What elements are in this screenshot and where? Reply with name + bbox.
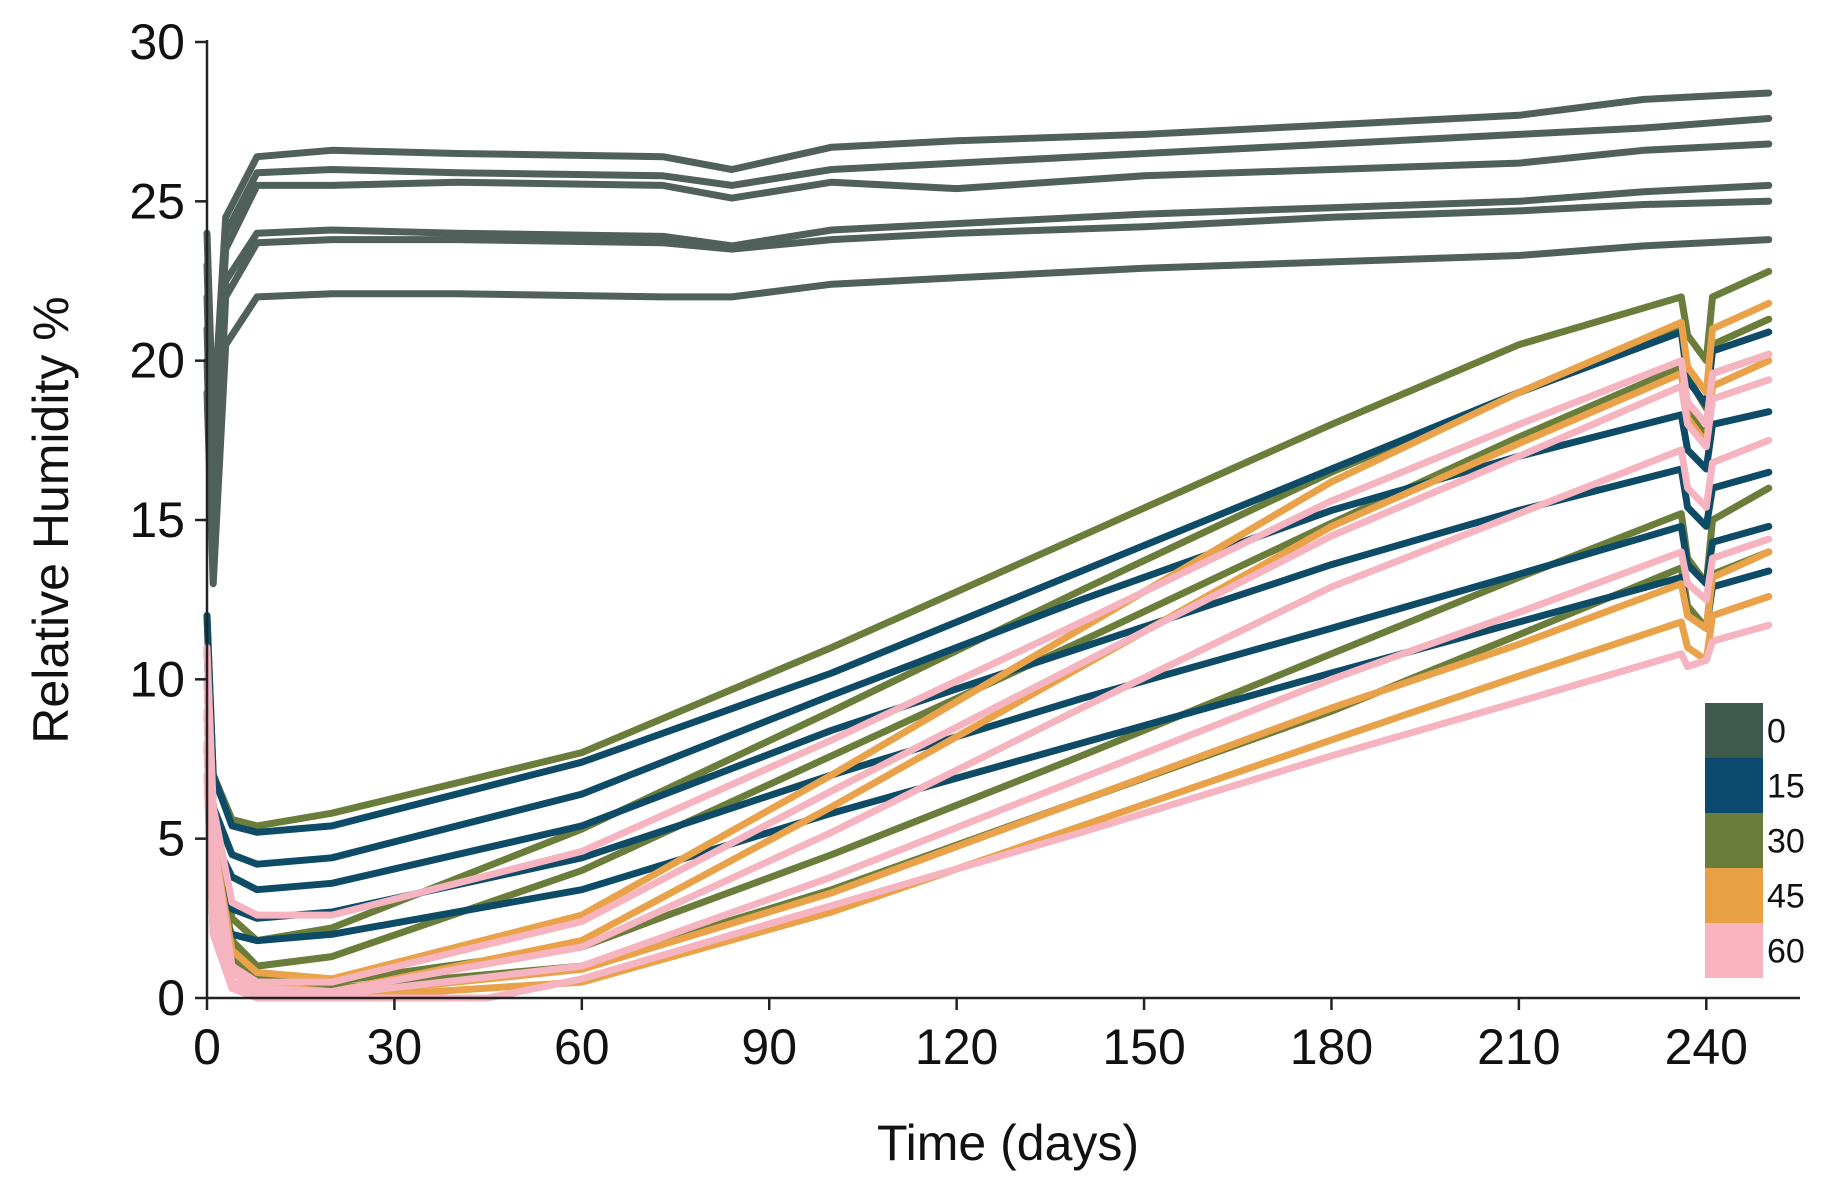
series-line-30-6 [203, 267, 1773, 830]
series-line-0-0 [203, 89, 1773, 428]
legend-label-45: 45 [1767, 878, 1805, 916]
x-tick-label-0: 0 [193, 1019, 221, 1075]
series-line-0-1 [203, 115, 1773, 460]
y-tick-label-10: 10 [129, 651, 185, 707]
series-line-0-2 [203, 140, 1773, 492]
x-tick-label-120: 120 [915, 1019, 998, 1075]
x-tick-label-150: 150 [1102, 1019, 1185, 1075]
x-tick-label-210: 210 [1477, 1019, 1560, 1075]
series-line-45-16 [203, 299, 1773, 983]
series-line-30-8 [203, 350, 1773, 970]
y-tick-label-30: 30 [129, 14, 185, 70]
legend-swatch-45 [1705, 868, 1763, 923]
y-tick-label-0: 0 [157, 970, 185, 1026]
x-tick-label-90: 90 [741, 1019, 797, 1075]
legend-swatch-15 [1705, 758, 1763, 813]
y-tick-label-5: 5 [157, 811, 185, 867]
x-axis-title: Time (days) [877, 1115, 1139, 1171]
series-line-15-14 [203, 522, 1773, 922]
series-line-0-5 [203, 236, 1773, 588]
series-layer [203, 89, 1773, 1002]
series-line-60-24 [203, 621, 1773, 1002]
y-tick-label-15: 15 [129, 492, 185, 548]
legend-label-60: 60 [1767, 933, 1805, 971]
legend-label-15: 15 [1767, 768, 1805, 806]
legend-label-0: 0 [1767, 713, 1786, 751]
y-tick-label-20: 20 [129, 333, 185, 389]
legend: 0 15 30 45 60 [1705, 703, 1805, 978]
series-line-15-12 [203, 408, 1773, 868]
y-tick-label-25: 25 [129, 173, 185, 229]
series-line-60-21 [203, 376, 1773, 986]
series-line-60-20 [203, 350, 1773, 919]
legend-swatch-0 [1705, 703, 1763, 758]
x-tick-label-180: 180 [1290, 1019, 1373, 1075]
x-tick-label-240: 240 [1665, 1019, 1748, 1075]
x-tick-label-60: 60 [554, 1019, 610, 1075]
series-line-15-11 [203, 328, 1773, 836]
legend-swatch-60 [1705, 923, 1763, 978]
axes-layer: 0 5 10 15 20 25 30 0 30 60 90 120 150 180 210 240 [129, 14, 1800, 1075]
legend-swatch-30 [1705, 813, 1763, 868]
legend-label-30: 30 [1767, 823, 1805, 861]
series-line-60-23 [203, 535, 1773, 999]
series-line-0-4 [203, 197, 1773, 556]
series-line-60-22 [203, 436, 1773, 996]
series-line-30-9 [203, 484, 1773, 986]
series-line-15-13 [203, 465, 1773, 894]
x-tick-label-30: 30 [367, 1019, 423, 1075]
y-axis-title: Relative Humidity % [23, 296, 79, 743]
